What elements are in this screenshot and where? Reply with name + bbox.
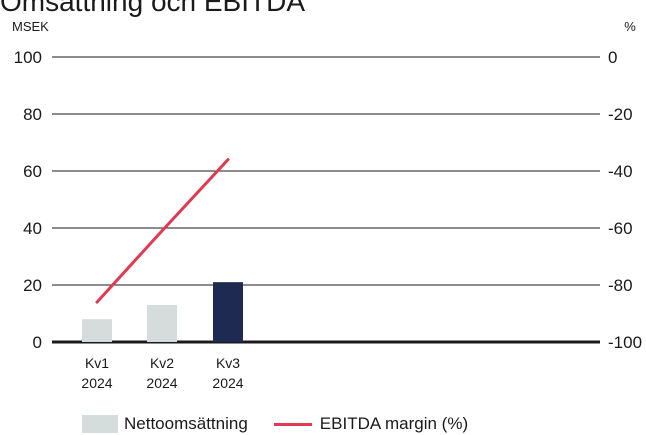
category-label: Kv2: [150, 355, 174, 371]
ebitda-line: [95, 158, 230, 304]
gridlines: [52, 56, 600, 344]
legend-line-swatch: [273, 422, 312, 426]
category-year-label: 2024: [212, 375, 243, 391]
category-year-label: 2024: [146, 375, 177, 391]
legend-item-line: EBITDA margin (%): [273, 414, 469, 434]
line-series: [95, 158, 230, 304]
category-label: Kv1: [85, 355, 109, 371]
bar: [213, 282, 243, 342]
right-tick-label: 0: [608, 48, 617, 67]
left-tick-label: 60: [23, 162, 42, 181]
right-tick-label: -40: [608, 162, 633, 181]
left-tick-label: 40: [23, 219, 42, 238]
left-tick-label: 20: [23, 276, 42, 295]
chart: MSEK % 0 20 40 60 80 100 0 -20 -40 -60 -80 -100 Kv…: [12, 19, 642, 391]
bar: [82, 319, 112, 342]
left-tick-label: 80: [23, 105, 42, 124]
left-tick-label: 0: [33, 333, 42, 352]
right-axis-ticks: 0 -20 -40 -60 -80 -100: [608, 48, 642, 352]
right-tick-label: -80: [608, 276, 633, 295]
right-tick-label: -60: [608, 219, 633, 238]
bars: [82, 282, 243, 342]
legend-bar-swatch: [82, 415, 118, 433]
legend-item-bar: Nettoomsättning: [82, 414, 248, 434]
category-labels: Kv1 2024 Kv2 2024 Kv3 2024: [81, 355, 243, 391]
left-tick-label: 100: [14, 48, 42, 67]
left-axis-unit: MSEK: [12, 19, 49, 34]
left-axis-ticks: 0 20 40 60 80 100: [14, 48, 42, 352]
legend: Nettoomsättning EBITDA margin (%): [82, 414, 494, 434]
category-label: Kv3: [216, 355, 240, 371]
category-year-label: 2024: [81, 375, 112, 391]
bar: [147, 304, 177, 342]
right-tick-label: -20: [608, 105, 633, 124]
right-axis-unit: %: [624, 19, 636, 34]
legend-line-label: EBITDA margin (%): [319, 414, 469, 433]
chart-title: Omsättning och EBITDA: [0, 0, 306, 17]
legend-bar-label: Nettoomsättning: [124, 414, 248, 433]
right-tick-label: -100: [608, 333, 642, 352]
